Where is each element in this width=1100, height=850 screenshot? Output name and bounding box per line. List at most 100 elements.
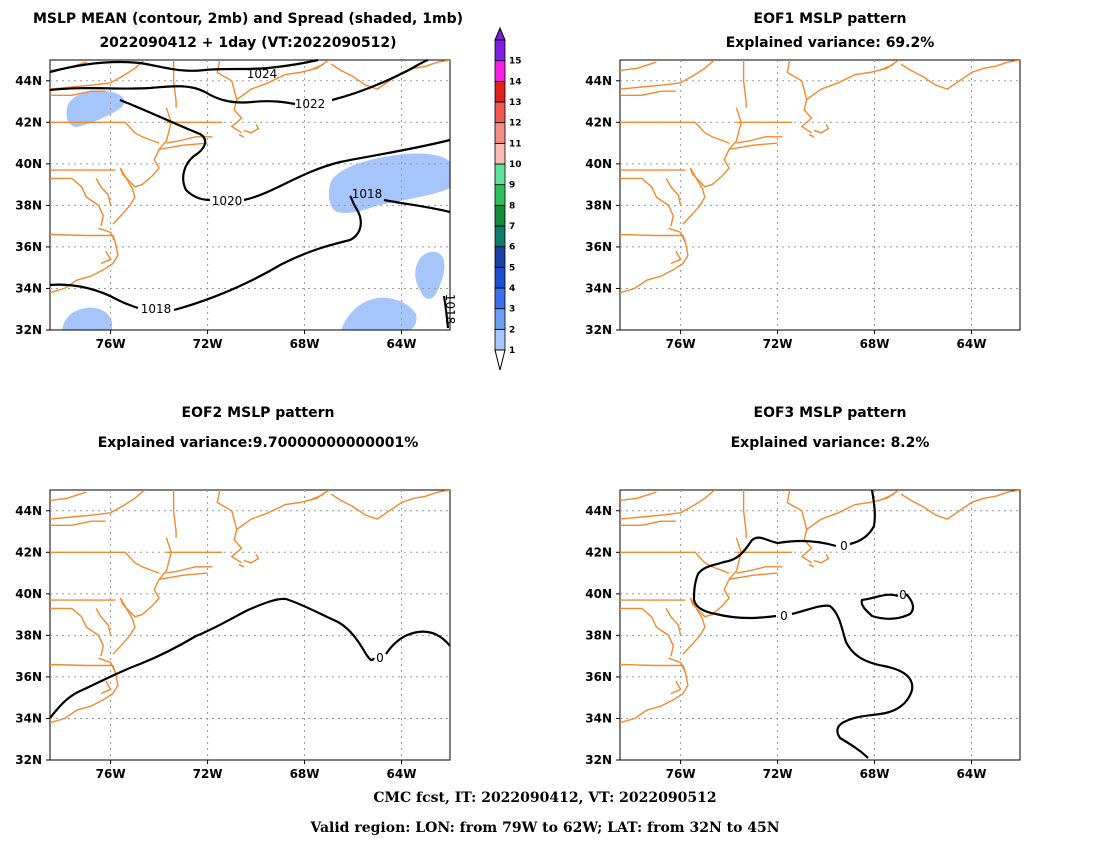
lon-tick-label: 68W	[860, 767, 890, 781]
lon-tick-label: 72W	[193, 767, 223, 781]
coastline	[665, 608, 682, 636]
lon-tick-label: 72W	[763, 337, 793, 351]
coastline	[119, 149, 160, 188]
coastline	[95, 178, 112, 206]
mslp-contours	[49, 58, 451, 329]
coastline	[620, 657, 689, 724]
panel1-title: MSLP MEAN (contour, 2mb) and Spread (sha…	[33, 11, 463, 27]
coastline	[50, 657, 119, 724]
coastline-group	[620, 490, 1020, 724]
coastline	[800, 529, 813, 564]
coastline	[900, 490, 1020, 520]
lat-tick-label: 38N	[585, 628, 612, 642]
coastline	[112, 597, 136, 655]
coastline	[670, 250, 682, 265]
eof2-frame	[49, 489, 451, 761]
colorbar-segment	[494, 184, 506, 206]
coastline	[50, 90, 106, 96]
colorbar-label: 14	[509, 77, 522, 87]
colorbar-label: 12	[509, 119, 522, 129]
colorbar-label: 13	[509, 98, 522, 108]
eof2-coastlines	[50, 490, 450, 724]
lat-tick-label: 44N	[15, 74, 42, 88]
coastline	[50, 551, 160, 574]
panel-eof2: 0	[49, 489, 451, 761]
lat-tick-label: 40N	[15, 587, 42, 601]
coastline	[112, 167, 136, 225]
lat-tick-label: 34N	[585, 281, 612, 295]
coastline	[158, 537, 172, 580]
lat-tick-label: 42N	[15, 545, 42, 559]
coastline	[50, 663, 117, 674]
lon-tick-label: 64W	[957, 337, 987, 351]
coastline	[670, 680, 682, 695]
eof3-contours	[692, 489, 915, 759]
eof1-grid	[620, 60, 1020, 330]
coastline	[900, 60, 1020, 90]
lon-tick-label: 72W	[193, 337, 223, 351]
lat-tick-label: 36N	[585, 240, 612, 254]
coastline	[620, 227, 689, 294]
panel-eof3: 0 0 0	[619, 489, 1021, 761]
coastline	[50, 233, 117, 244]
lat-tick-label: 42N	[15, 115, 42, 129]
coastline	[95, 608, 112, 636]
coastline	[689, 149, 730, 188]
coastline	[158, 107, 172, 150]
lon-tick-label: 64W	[387, 767, 417, 781]
lat-tick-label: 40N	[585, 587, 612, 601]
lat-tick-label: 34N	[15, 711, 42, 725]
colorbar-segment	[494, 122, 506, 144]
footer-run-info: CMC fcst, IT: 2022090412, VT: 2022090512	[373, 790, 716, 806]
lat-tick-label: 44N	[585, 504, 612, 518]
lat-tick-label: 32N	[585, 323, 612, 337]
colorbar-label: 3	[509, 305, 515, 315]
eof3-coastlines	[620, 490, 1020, 724]
coastline-group	[620, 60, 1020, 294]
eof3-contour-label-east: 0	[899, 588, 907, 602]
coastline	[879, 493, 895, 502]
colorbar-bottom-arrow	[494, 349, 506, 371]
coastline	[620, 60, 715, 90]
lon-tick-label: 76W	[666, 767, 696, 781]
lon-tick-label: 76W	[96, 337, 126, 351]
lat-tick-label: 42N	[585, 115, 612, 129]
colorbar-label: 2	[509, 325, 515, 335]
lat-tick-label: 38N	[15, 198, 42, 212]
coastline	[166, 566, 213, 574]
coastline	[682, 597, 706, 655]
colorbar-label: 8	[509, 201, 515, 211]
coastline	[158, 572, 208, 580]
colorbar-segment	[494, 328, 506, 351]
coastline	[236, 60, 330, 101]
coastline	[620, 520, 676, 526]
coastline	[879, 63, 895, 72]
coastline	[50, 607, 105, 657]
colorbar-segment	[494, 39, 506, 62]
eof3-grid	[620, 490, 1020, 760]
colorbar-label: 7	[509, 222, 515, 232]
lat-tick-label: 32N	[15, 753, 42, 767]
coastline	[50, 121, 160, 144]
coastline	[808, 564, 815, 568]
coastline	[813, 554, 830, 564]
coastline	[620, 90, 676, 96]
coastline	[736, 136, 783, 144]
coastline	[728, 142, 778, 150]
coastline	[172, 60, 177, 108]
coastline	[728, 572, 778, 580]
lon-tick-label: 68W	[860, 337, 890, 351]
coastline	[330, 60, 450, 90]
contour-label-1022: 1022	[295, 97, 326, 111]
colorbar-segment	[494, 246, 506, 268]
eof3-contour-labels: 0 0 0	[780, 539, 907, 623]
lat-tick-label: 42N	[585, 545, 612, 559]
coastline	[620, 663, 687, 674]
colorbar-label: 4	[509, 284, 515, 294]
coastline	[50, 490, 145, 520]
coastline	[800, 99, 813, 134]
eof1-coastlines	[620, 60, 1020, 294]
colorbar-label: 11	[509, 139, 522, 149]
lat-tick-label: 40N	[585, 157, 612, 171]
